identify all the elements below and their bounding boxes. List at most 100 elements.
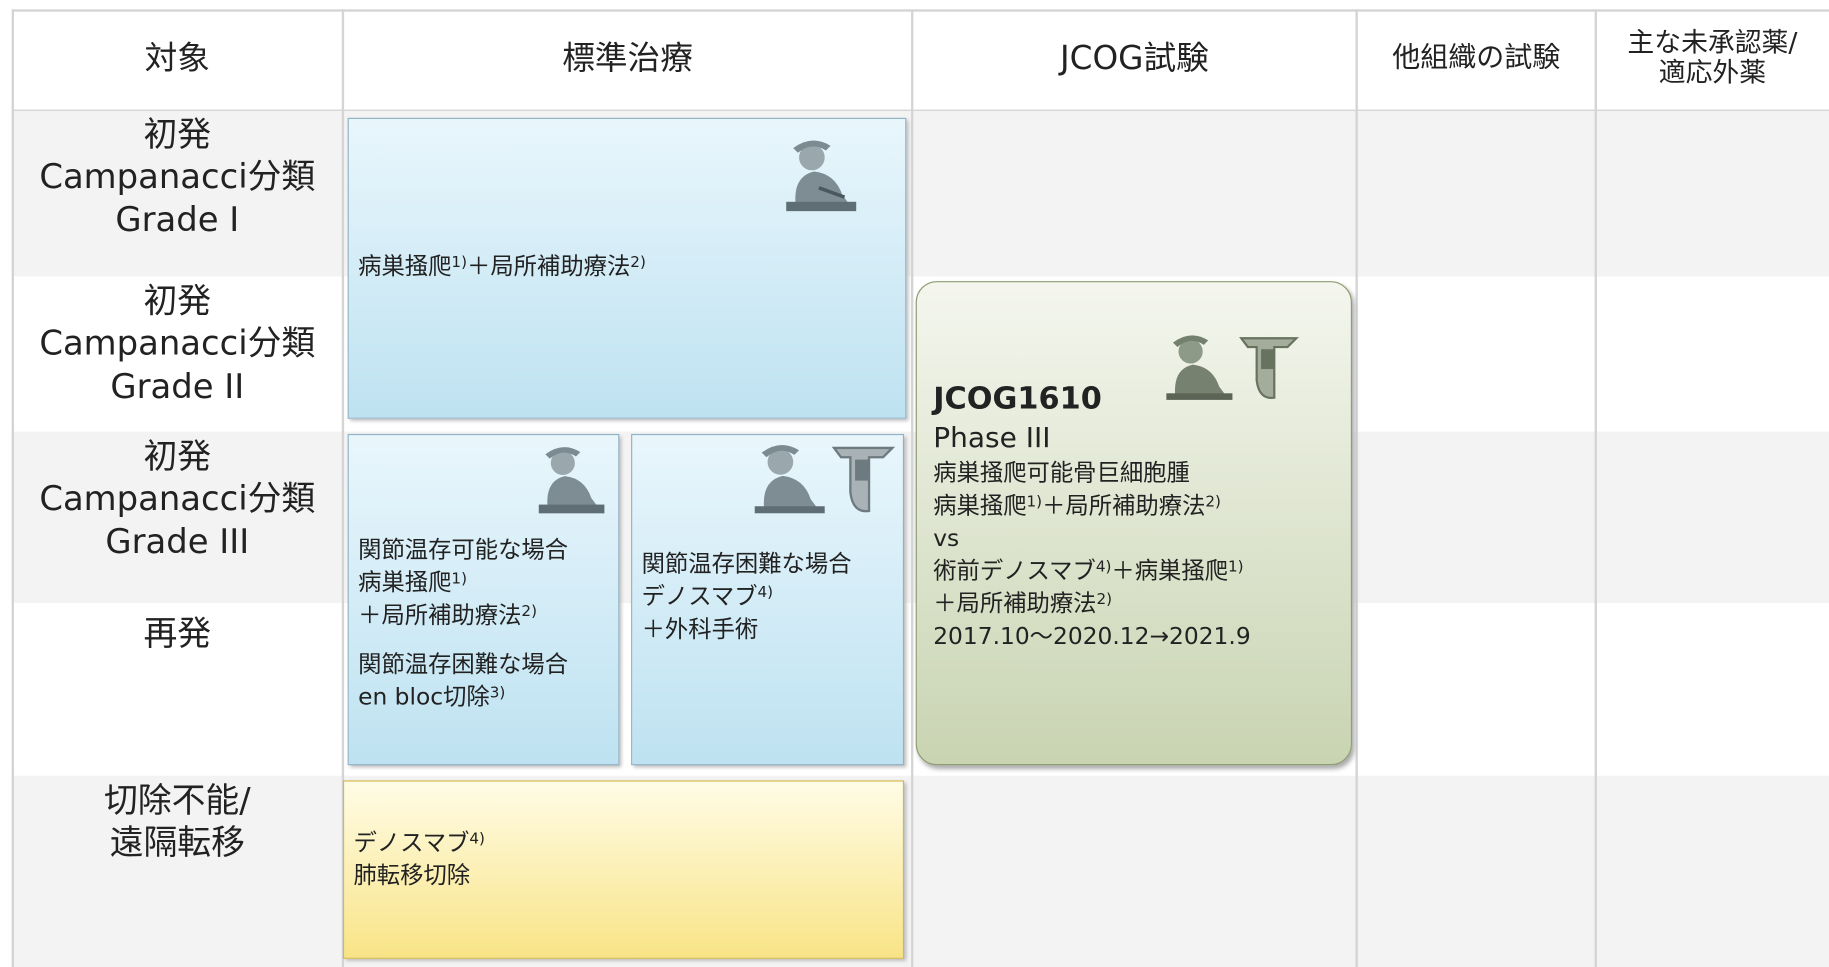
text: ＋局所補助療法 (933, 589, 1097, 618)
text-line: ＋外科手術 (642, 612, 903, 645)
text: 病巣掻爬 (358, 568, 452, 597)
text-line: 肺転移切除 (353, 859, 902, 892)
text: デノスマブ (353, 828, 470, 857)
text: vs (933, 523, 960, 552)
footnote-ref: 1) (1026, 493, 1043, 511)
row-text: 切除不能/ (103, 780, 251, 821)
header-cell: 標準治療 (343, 9, 912, 107)
text-line: デノスマブ4) (642, 580, 903, 613)
footnote-ref: 2) (1096, 591, 1113, 609)
row-band (11, 775, 1829, 967)
text-line: 2017.10～2020.12→2021.9 (933, 619, 1351, 652)
footnote-ref: 2) (630, 254, 646, 272)
text-line: ＋局所補助療法2) (358, 598, 618, 631)
text: 関節温存可能な場合 (358, 535, 569, 564)
text: ＋外科手術 (641, 614, 759, 643)
row-label: 初発 Campanacci分類 Grade II (12, 280, 343, 407)
text-line: 病巣掻爬可能骨巨細胞腫 (933, 456, 1351, 489)
text: 関節温存困難な場合 (641, 549, 852, 578)
row-text: Campanacci分類 (39, 478, 316, 519)
surgeon-iv-icon (1166, 335, 1299, 400)
header-text: 適応外薬 (1658, 58, 1767, 89)
text-line: 関節温存可能な場合 (358, 533, 618, 566)
column-line (1355, 9, 1358, 967)
header-cell: 主な未承認薬/適応外薬 (1596, 9, 1829, 107)
row-label: 再発 (12, 612, 343, 654)
column-line (911, 9, 914, 967)
text: 病巣掻爬 (358, 251, 452, 280)
text-line: 関節温存困難な場合 (642, 547, 903, 580)
footnote-ref: 1) (451, 570, 468, 588)
header-text: JCOG試験 (1060, 38, 1209, 77)
text: ＋局所補助療法 (358, 600, 522, 629)
row-text: 初発 (143, 114, 212, 154)
text-line: vs (933, 521, 1351, 554)
row-text: Grade II (110, 365, 245, 406)
footnote-ref: 4) (469, 830, 485, 849)
text: 肺転移切除 (353, 860, 471, 889)
row-text: Grade I (115, 198, 240, 239)
text-line: デノスマブ4) (353, 826, 902, 859)
header-cell: 他組織の試験 (1357, 9, 1596, 107)
text: 術前デノスマブ (933, 556, 1096, 585)
text-line: 術前デノスマブ4)＋病巣掻爬1) (933, 554, 1351, 587)
header-cell: 対象 (12, 9, 343, 107)
text: 2017.10～2020.12→2021.9 (933, 621, 1251, 650)
column-line (11, 9, 14, 967)
text: デノスマブ (641, 582, 758, 611)
trial-box: JCOG1610 Phase III 病巣掻爬可能骨巨細胞腫 病巣掻爬1)＋局所補助療… (915, 281, 1352, 766)
row-label: 初発 Campanacci分類 Grade III (12, 435, 343, 562)
text-line: 関節温存困難な場合 (358, 647, 618, 680)
text: 関節温存困難な場合 (358, 649, 569, 678)
text: ＋病巣掻爬 (1111, 556, 1229, 585)
header-text: 対象 (144, 38, 210, 77)
paragraph: 関節温存可能な場合 病巣掻爬1) ＋局所補助療法2) (358, 533, 618, 631)
footnote-ref: 4) (1095, 558, 1112, 577)
text-line: 病巣掻爬1)＋局所補助療法2) (358, 250, 905, 283)
row-text: 遠隔転移 (109, 822, 245, 863)
surgeon-icon (786, 140, 857, 212)
footnote-ref: 1) (451, 254, 468, 272)
paragraph: 関節温存困難な場合 デノスマブ4) ＋外科手術 (642, 547, 903, 645)
surgeon-icon (538, 447, 605, 514)
trial-id: JCOG1610 (933, 381, 1102, 417)
footnote-ref: 4) (757, 584, 774, 602)
row-text: Campanacci分類 (39, 323, 316, 364)
header-text: 標準治療 (562, 38, 693, 77)
header-cell: JCOG試験 (912, 9, 1356, 107)
text: ＋局所補助療法 (467, 251, 631, 280)
paragraph: 病巣掻爬1)＋局所補助療法2) (358, 250, 905, 283)
footnote-ref: 1) (1228, 558, 1244, 577)
row-text: 再発 (143, 613, 212, 654)
text: ＋局所補助療法 (1042, 491, 1206, 520)
text: 病巣掻爬 (933, 491, 1027, 520)
text-line: 病巣掻爬1)＋局所補助療法2) (933, 489, 1351, 522)
row-text: Campanacci分類 (39, 156, 316, 197)
column-line (1594, 9, 1597, 967)
row-label: 切除不能/遠隔転移 (12, 779, 343, 864)
footnote-ref: 2) (521, 603, 537, 621)
text: 病巣掻爬可能骨巨細胞腫 (933, 458, 1190, 487)
row-text: 初発 (143, 436, 212, 476)
paragraph: 病巣掻爬可能骨巨細胞腫 病巣掻爬1)＋局所補助療法2) vs 術前デノスマブ4)＋病巣… (933, 456, 1351, 652)
treatment-box: 関節温存可能な場合 病巣掻爬1) ＋局所補助療法2) 関節温存困難な場合 en bloc… (347, 433, 620, 766)
row-band (11, 110, 1829, 277)
paragraph: 関節温存困難な場合 en bloc切除3) (358, 647, 618, 712)
row-text: 初発 (143, 281, 212, 321)
text-line: en bloc切除3) (358, 680, 618, 713)
header-text: 主な未承認薬/ (1627, 27, 1798, 58)
row-label: 初発 Campanacci分類 Grade I (12, 113, 343, 240)
footnote-ref: 2) (1205, 493, 1221, 511)
surgeon-iv-icon (754, 444, 896, 514)
text-line: 病巣掻爬1) (358, 566, 618, 599)
treatment-box: デノスマブ4) 肺転移切除 (342, 780, 905, 959)
trial-phase: Phase III (933, 420, 1051, 454)
header-text: 他組織の試験 (1392, 41, 1561, 74)
text: en bloc切除 (358, 682, 490, 711)
row-text: Grade III (105, 520, 250, 561)
footnote-ref: 3) (489, 684, 506, 703)
column-line (341, 9, 345, 967)
header-band (11, 9, 1829, 114)
